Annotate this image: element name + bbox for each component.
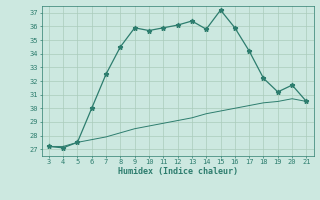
X-axis label: Humidex (Indice chaleur): Humidex (Indice chaleur): [118, 167, 237, 176]
